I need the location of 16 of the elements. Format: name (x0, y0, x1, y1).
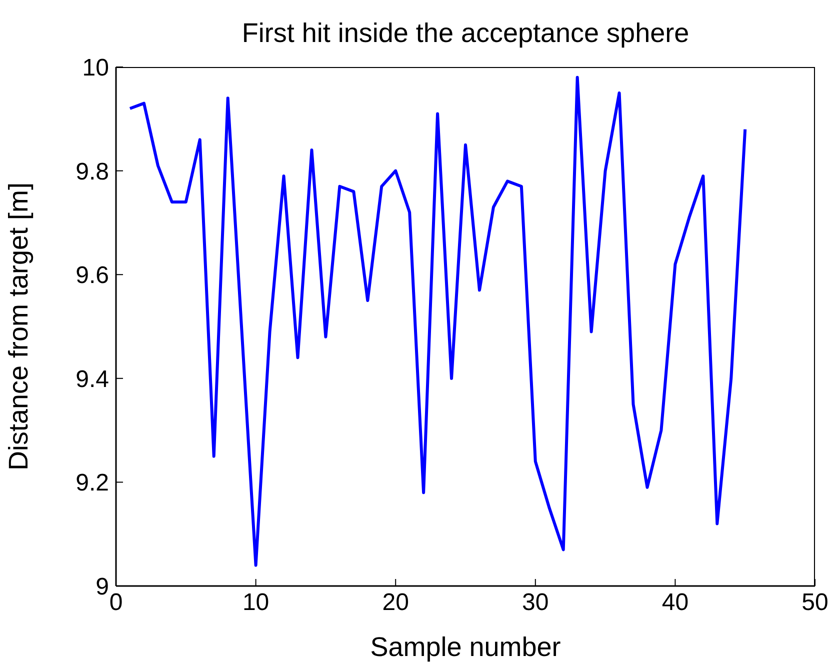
x-tick-label: 40 (662, 589, 689, 616)
x-axis-title: Sample number (370, 632, 561, 662)
y-tick-label: 10 (82, 54, 109, 82)
y-tick-label: 9.6 (76, 262, 109, 290)
x-tick-label: 20 (382, 589, 409, 616)
y-tick-label: 9.2 (76, 470, 109, 497)
x-tick-label: 10 (242, 589, 270, 616)
x-tick-label: 50 (802, 589, 828, 616)
y-axis-title: Distance from target [m] (4, 182, 34, 471)
x-tick-label: 30 (522, 589, 549, 616)
chart-title: First hit inside the acceptance sphere (240, 18, 690, 49)
y-tick-label: 9.8 (76, 158, 109, 186)
line-series (128, 76, 747, 567)
y-tick-label: 9 (96, 574, 109, 601)
y-tick-label: 9.4 (76, 366, 109, 393)
x-tick-label: 0 (109, 589, 123, 616)
